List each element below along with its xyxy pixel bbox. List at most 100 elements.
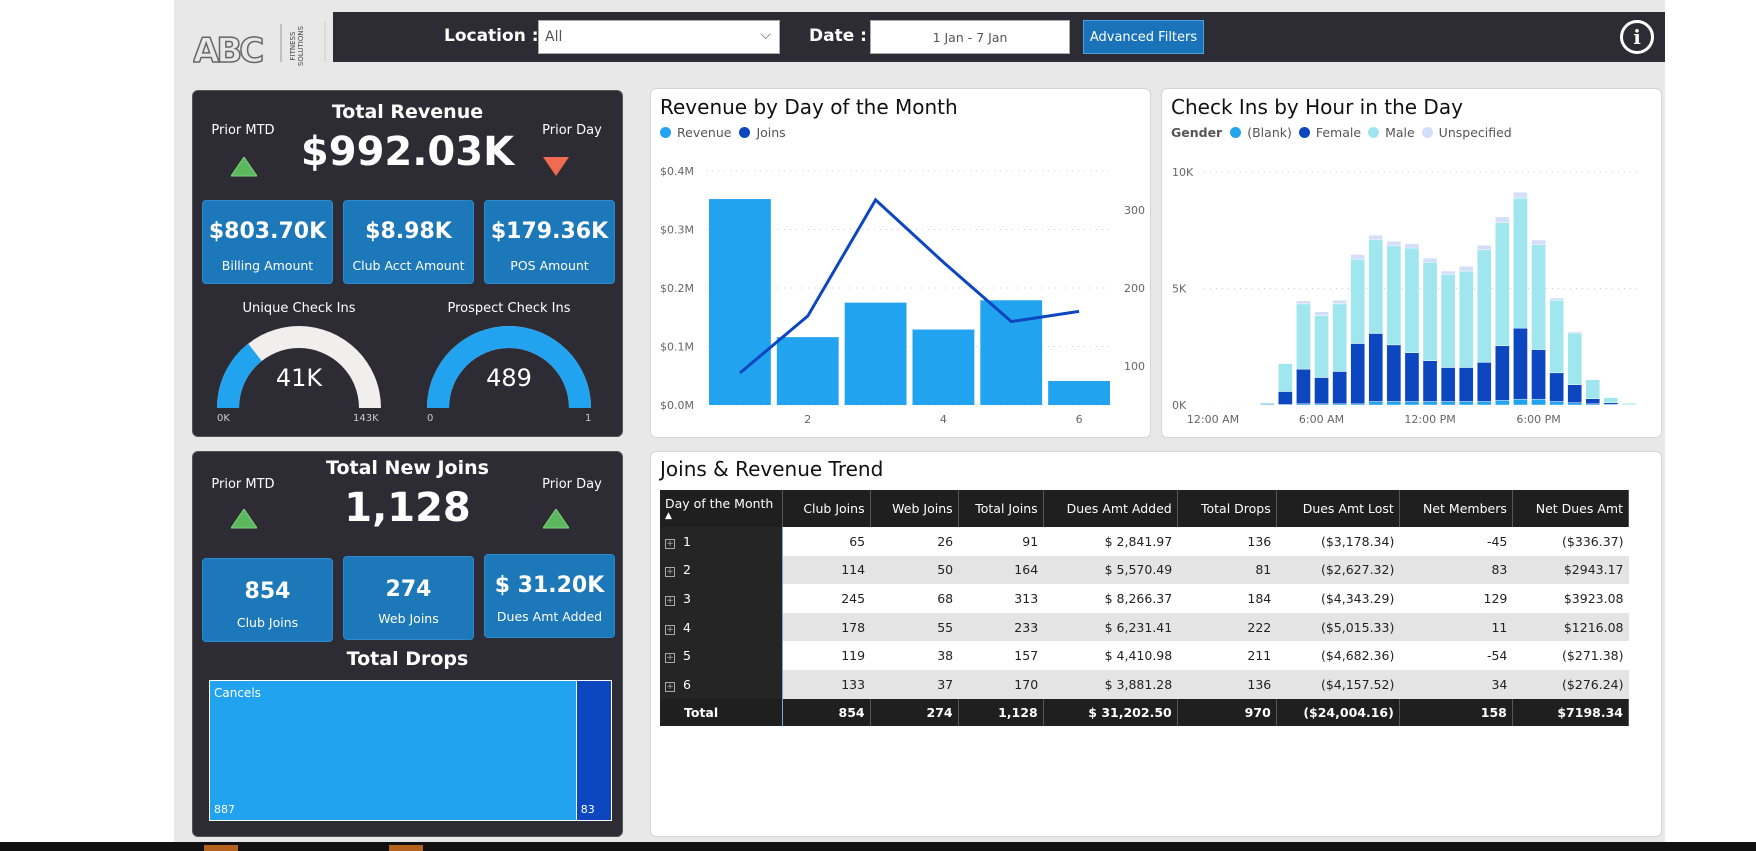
- gauge-fill: [217, 343, 262, 408]
- taskbar-item[interactable]: [389, 845, 423, 851]
- gauge-value: 41K: [275, 364, 323, 392]
- cell-value: $2943.17: [1563, 562, 1624, 578]
- table-row[interactable]: +2 114 50 164 $ 5,570.49 81 ($2,627.32) 83 $2943…: [660, 555, 1629, 585]
- table-row[interactable]: +3 245 68 313 $ 8,266.37 184 ($4,343.29) 129 $39…: [660, 584, 1629, 613]
- column-header-label: Day of the Month: [665, 496, 774, 511]
- checkins-bar-male: [1458, 270, 1474, 368]
- table-cell: $1216.08: [1512, 612, 1629, 642]
- checkins-bar-blank: [1458, 401, 1474, 406]
- checkins-bar-female: [1422, 360, 1438, 402]
- checkins-bar-blank: [1422, 401, 1438, 406]
- legend-label[interactable]: Male: [1385, 125, 1415, 140]
- table-row[interactable]: +1 65 26 91 $ 2,841.97 136 ($3,178.34) -45 ($336…: [660, 527, 1629, 556]
- cell-value: $1216.08: [1563, 619, 1624, 635]
- cell-value: 91: [1022, 533, 1039, 549]
- taskbar-item[interactable]: [204, 845, 238, 851]
- legend-label[interactable]: Female: [1315, 125, 1362, 140]
- revenue-bar: [912, 329, 975, 405]
- legend-label[interactable]: Joins: [756, 125, 786, 140]
- tile-value: 854: [244, 579, 291, 604]
- checkins-bar-male: [1513, 197, 1528, 329]
- up-arrow-icon: [543, 509, 569, 529]
- cell-value: $ 4,410.98: [1104, 648, 1173, 664]
- cell-value: 65: [849, 533, 866, 549]
- column-header[interactable]: Club Joins: [782, 490, 871, 527]
- checkins-bar-unspecified: [1332, 299, 1347, 305]
- legend-label[interactable]: Revenue: [677, 125, 732, 140]
- column-header-label: Net Dues Amt: [1535, 501, 1623, 516]
- expand-icon[interactable]: +: [665, 653, 675, 664]
- column-header[interactable]: Dues Amt Lost: [1276, 490, 1400, 527]
- column-header-label: Dues Amt Lost: [1302, 501, 1394, 516]
- tile-label: Club Acct Amount: [352, 258, 465, 273]
- legend-dot: [1298, 127, 1310, 138]
- checkins-bar-male: [1386, 245, 1402, 346]
- table-cell: 65: [782, 527, 871, 556]
- x-tick-label: 6:00 PM: [1516, 413, 1560, 426]
- total-cell: 970: [1177, 698, 1277, 726]
- expand-icon[interactable]: +: [665, 567, 675, 578]
- column-header[interactable]: Day of the Month ▲: [660, 490, 783, 527]
- treemap-cell-other[interactable]: 83: [576, 681, 611, 820]
- column-header[interactable]: Net Dues Amt: [1512, 490, 1630, 527]
- y-tick-label: $0.0M: [660, 399, 694, 412]
- table-cell: 164: [958, 555, 1044, 585]
- total-new-joins-value: 1,128: [344, 485, 471, 531]
- checkins-bar-male: [1368, 239, 1384, 334]
- cell-value: 164: [1014, 562, 1039, 578]
- table-cell: +4: [660, 612, 783, 642]
- sort-ascending-icon[interactable]: ▲: [665, 511, 672, 521]
- tile-value: $ 31.20K: [494, 573, 605, 598]
- column-header[interactable]: Net Members: [1399, 490, 1513, 527]
- checkins-bar-male: [1332, 303, 1347, 372]
- expand-icon[interactable]: +: [665, 681, 675, 692]
- checkins-bar-unspecified: [1422, 258, 1438, 263]
- tile-label: Dues Amt Added: [496, 609, 603, 624]
- table-row[interactable]: +6 133 37 170 $ 3,881.28 136 ($4,157.52) 34 ($27…: [660, 669, 1629, 699]
- checkins-bar-unspecified: [1404, 243, 1420, 249]
- column-header[interactable]: Dues Amt Added: [1043, 490, 1178, 527]
- table-row[interactable]: +4 178 55 233 $ 6,231.41 222 ($5,015.33) 11 $121…: [660, 612, 1629, 642]
- expand-icon[interactable]: +: [665, 624, 675, 635]
- info-icon[interactable]: i: [1620, 20, 1654, 54]
- table-cell: 245: [782, 584, 871, 613]
- cell-value: $ 2,841.97: [1104, 533, 1173, 549]
- checkins-bar-blank: [1567, 402, 1582, 406]
- location-dropdown[interactable]: All ⌵: [538, 20, 780, 54]
- gauge-max: 1: [585, 413, 592, 424]
- column-header[interactable]: Web Joins: [870, 490, 959, 527]
- table-cell: 133: [782, 669, 871, 699]
- column-header[interactable]: Total Drops: [1177, 490, 1277, 527]
- cell-value: 211: [1247, 648, 1272, 664]
- checkins-bar-female: [1513, 327, 1528, 400]
- prior-day-label: Prior Day: [542, 123, 602, 138]
- legend-label[interactable]: (Blank): [1247, 125, 1292, 140]
- expand-icon[interactable]: +: [665, 538, 675, 549]
- chevron-down-icon: ⌵: [760, 27, 771, 43]
- table-cell: 38: [870, 641, 959, 670]
- column-header-label: Dues Amt Added: [1066, 501, 1172, 516]
- treemap-cell-cancels[interactable]: Cancels 887: [210, 681, 577, 820]
- date-range-input[interactable]: 1 Jan - 7 Jan: [870, 20, 1070, 54]
- checkins-bar-female: [1549, 372, 1564, 402]
- table-row[interactable]: +5 119 38 157 $ 4,410.98 211 ($4,682.36) -54 ($2…: [660, 641, 1629, 670]
- total-new-joins-title: Total New Joins: [326, 457, 489, 479]
- cell-value: 233: [1014, 619, 1039, 635]
- table-total-row: Total 854 274 1,128 $ 31,202.50 970 ($24,004.1…: [660, 698, 1630, 726]
- table-cell: 184: [1177, 584, 1277, 613]
- table-cell: +1: [660, 527, 783, 556]
- location-value: All: [545, 29, 563, 45]
- checkins-bar-male: [1422, 261, 1438, 361]
- cell-value: 68: [937, 590, 954, 606]
- expand-icon[interactable]: +: [665, 595, 675, 606]
- total-cell: 274: [870, 698, 959, 726]
- checkins-bar-blank: [1513, 398, 1528, 406]
- advanced-filters-button[interactable]: Advanced Filters: [1083, 20, 1204, 54]
- prior-mtd-label: Prior MTD: [211, 123, 275, 138]
- gauge-label: Unique Check Ins: [242, 301, 356, 316]
- table-cell: $ 4,410.98: [1043, 641, 1178, 670]
- column-header[interactable]: Total Joins: [958, 490, 1044, 527]
- legend-label[interactable]: Unspecified: [1438, 125, 1512, 140]
- tile-label: Web Joins: [378, 611, 439, 626]
- checkins-bar-blank: [1549, 401, 1564, 406]
